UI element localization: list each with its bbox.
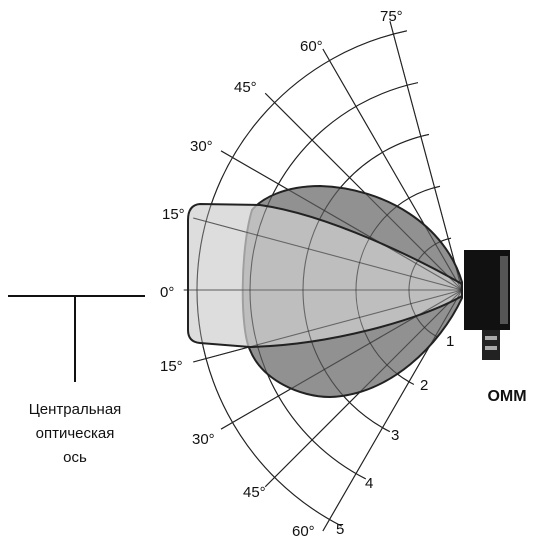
angle-ray <box>220 150 463 291</box>
angle-ray <box>220 289 463 430</box>
angle-label: 30° <box>190 138 213 155</box>
angle-ray <box>264 289 463 488</box>
range-label: 4 <box>365 475 373 492</box>
range-arc <box>355 185 441 385</box>
angle-ray <box>322 48 463 291</box>
angle-label: 45° <box>243 484 266 501</box>
device-ring <box>485 336 497 340</box>
range-label: 1 <box>446 333 454 350</box>
range-label: 2 <box>420 377 428 394</box>
angle-label: 30° <box>192 431 215 448</box>
angle-label: 75° <box>380 8 403 25</box>
range-arc <box>408 237 452 338</box>
angle-label: 15° <box>162 206 185 223</box>
angle-label: 45° <box>234 79 257 96</box>
angle-label: 15° <box>160 358 183 375</box>
range-label: 5 <box>336 521 344 538</box>
device-label: OMM <box>487 388 526 405</box>
angle-label: 60° <box>292 523 315 540</box>
device-connector <box>482 330 500 360</box>
angle-label: 0° <box>160 284 174 301</box>
angle-ray <box>264 92 463 291</box>
device-ring <box>485 346 497 350</box>
device <box>464 250 510 360</box>
angle-ray <box>193 289 463 363</box>
caption-line: оптическая <box>36 425 115 442</box>
polar-grid-overlay <box>183 21 463 532</box>
range-arc <box>249 82 419 480</box>
device-side <box>500 256 508 324</box>
caption-line: Центральная <box>29 401 122 418</box>
angle-label: 60° <box>300 38 323 55</box>
angle-ray <box>193 217 463 291</box>
angle-ray <box>322 289 463 532</box>
caption-line: ось <box>63 449 87 466</box>
range-arc <box>302 133 430 433</box>
angle-ray <box>389 21 463 291</box>
range-label: 3 <box>391 427 399 444</box>
range-arc <box>196 30 408 527</box>
